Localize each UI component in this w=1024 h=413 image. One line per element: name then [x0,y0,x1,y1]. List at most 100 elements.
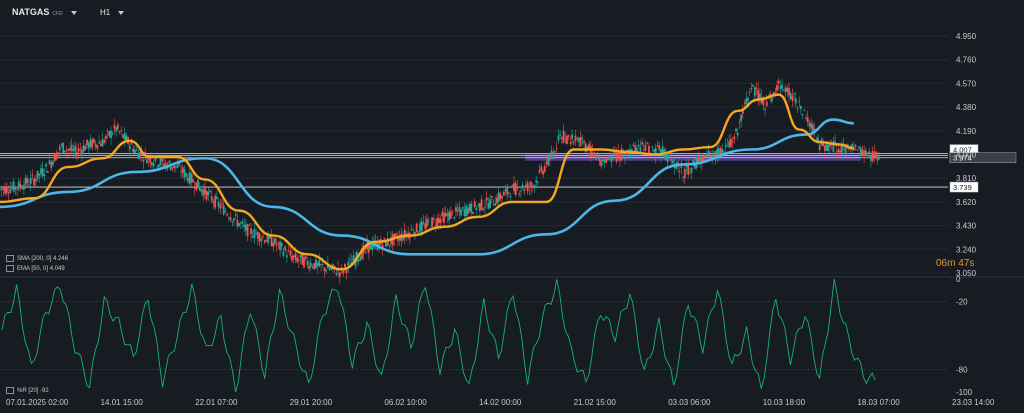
candle-body [538,170,541,173]
candle-body [697,156,700,163]
candle-body [547,156,550,166]
candle-body [231,221,234,223]
candle-body [245,224,247,231]
candle-body [285,255,288,258]
candle-body [878,158,881,160]
eye-icon[interactable] [6,387,14,394]
candle-body [451,210,454,212]
candle-body [759,93,761,100]
candle-body [174,165,177,168]
candle-body [781,84,784,89]
candle-body [243,224,246,227]
candle-body [552,152,555,154]
candle-body [670,159,673,161]
candle-body [586,146,589,150]
candle-body [371,242,374,251]
candle-body [542,170,544,175]
candle-body [595,155,597,160]
timeframe-selector[interactable]: H1 [100,8,125,17]
candle-body [227,217,230,219]
candle-body [537,181,539,183]
legend-ema[interactable]: EMA [50, 0] 4.049 [6,265,65,272]
candle-body [704,154,707,158]
candle-body [311,267,314,268]
candle-body [96,145,99,149]
candle-body [332,264,334,268]
candle-body [798,101,801,103]
candle-body [238,223,240,227]
countdown-min-unit: m [947,258,956,269]
candle-body [581,138,584,139]
candle-body [297,259,300,261]
candle-body [661,146,664,157]
candle-body [294,253,297,260]
candle-body [82,145,85,152]
symbol-selector[interactable]: NATGAS CFD [12,7,77,17]
candle-body [603,159,606,163]
candle-body [142,159,145,162]
candle-body [738,121,741,123]
candle-body [448,211,451,221]
candle-body [521,184,524,189]
candle-body [810,123,813,129]
candle-body [583,141,585,144]
candle-body [197,179,199,189]
candle-body [134,149,136,154]
candle-body [69,148,71,151]
candle-body [707,151,710,155]
candle-body [654,147,657,156]
candle-body [70,144,73,152]
candle-body [361,248,363,259]
chevron-down-icon[interactable] [118,10,125,15]
candle-countdown: 06m 47s [936,258,974,269]
candle-body [280,243,283,247]
candle-body [839,150,842,153]
candle-body [128,145,131,150]
eye-icon[interactable] [6,265,14,272]
candle-body [303,257,305,268]
candle-body [818,145,821,150]
candle-body [835,151,838,153]
candle-body [28,184,30,186]
candle-body [615,153,618,162]
eye-icon[interactable] [6,255,14,262]
candle-body [507,192,510,194]
candle-body [24,177,27,186]
candle-body [765,101,768,107]
candle-body [811,124,814,135]
candle-body [4,186,7,194]
candle-body [622,150,625,152]
candle-body [53,153,56,162]
candle-body [253,228,256,238]
candle-body [825,141,828,151]
candle-body [468,203,471,212]
legend-wr[interactable]: %R [20] -92 [6,387,49,394]
candle-body [205,190,208,200]
candle-body [347,261,350,266]
candle-body [694,163,696,169]
time-tick-label: 29.01 20:00 [290,398,333,407]
candle-body [292,255,295,258]
oscillator-tick-label: 0 [956,275,961,284]
candle-body [62,142,65,153]
timeframe-label: H1 [100,8,111,17]
chevron-down-icon[interactable] [70,10,77,15]
candle-body [467,208,469,215]
candle-body [417,232,420,234]
candle-body [212,201,215,203]
candle-body [108,131,111,137]
candle-body [152,163,155,166]
candle-body [866,152,869,154]
candle-body [137,152,140,160]
candle-body [221,203,223,205]
legend-sma[interactable]: SMA [200, 0] 4.246 [6,255,68,262]
candle-body [40,168,42,174]
candle-body [75,151,78,157]
candle-body [431,217,433,227]
candle-body [472,211,474,215]
candle-body [67,149,70,151]
candle-body [313,263,316,270]
candle-body [562,130,565,143]
candle-body [861,149,864,156]
